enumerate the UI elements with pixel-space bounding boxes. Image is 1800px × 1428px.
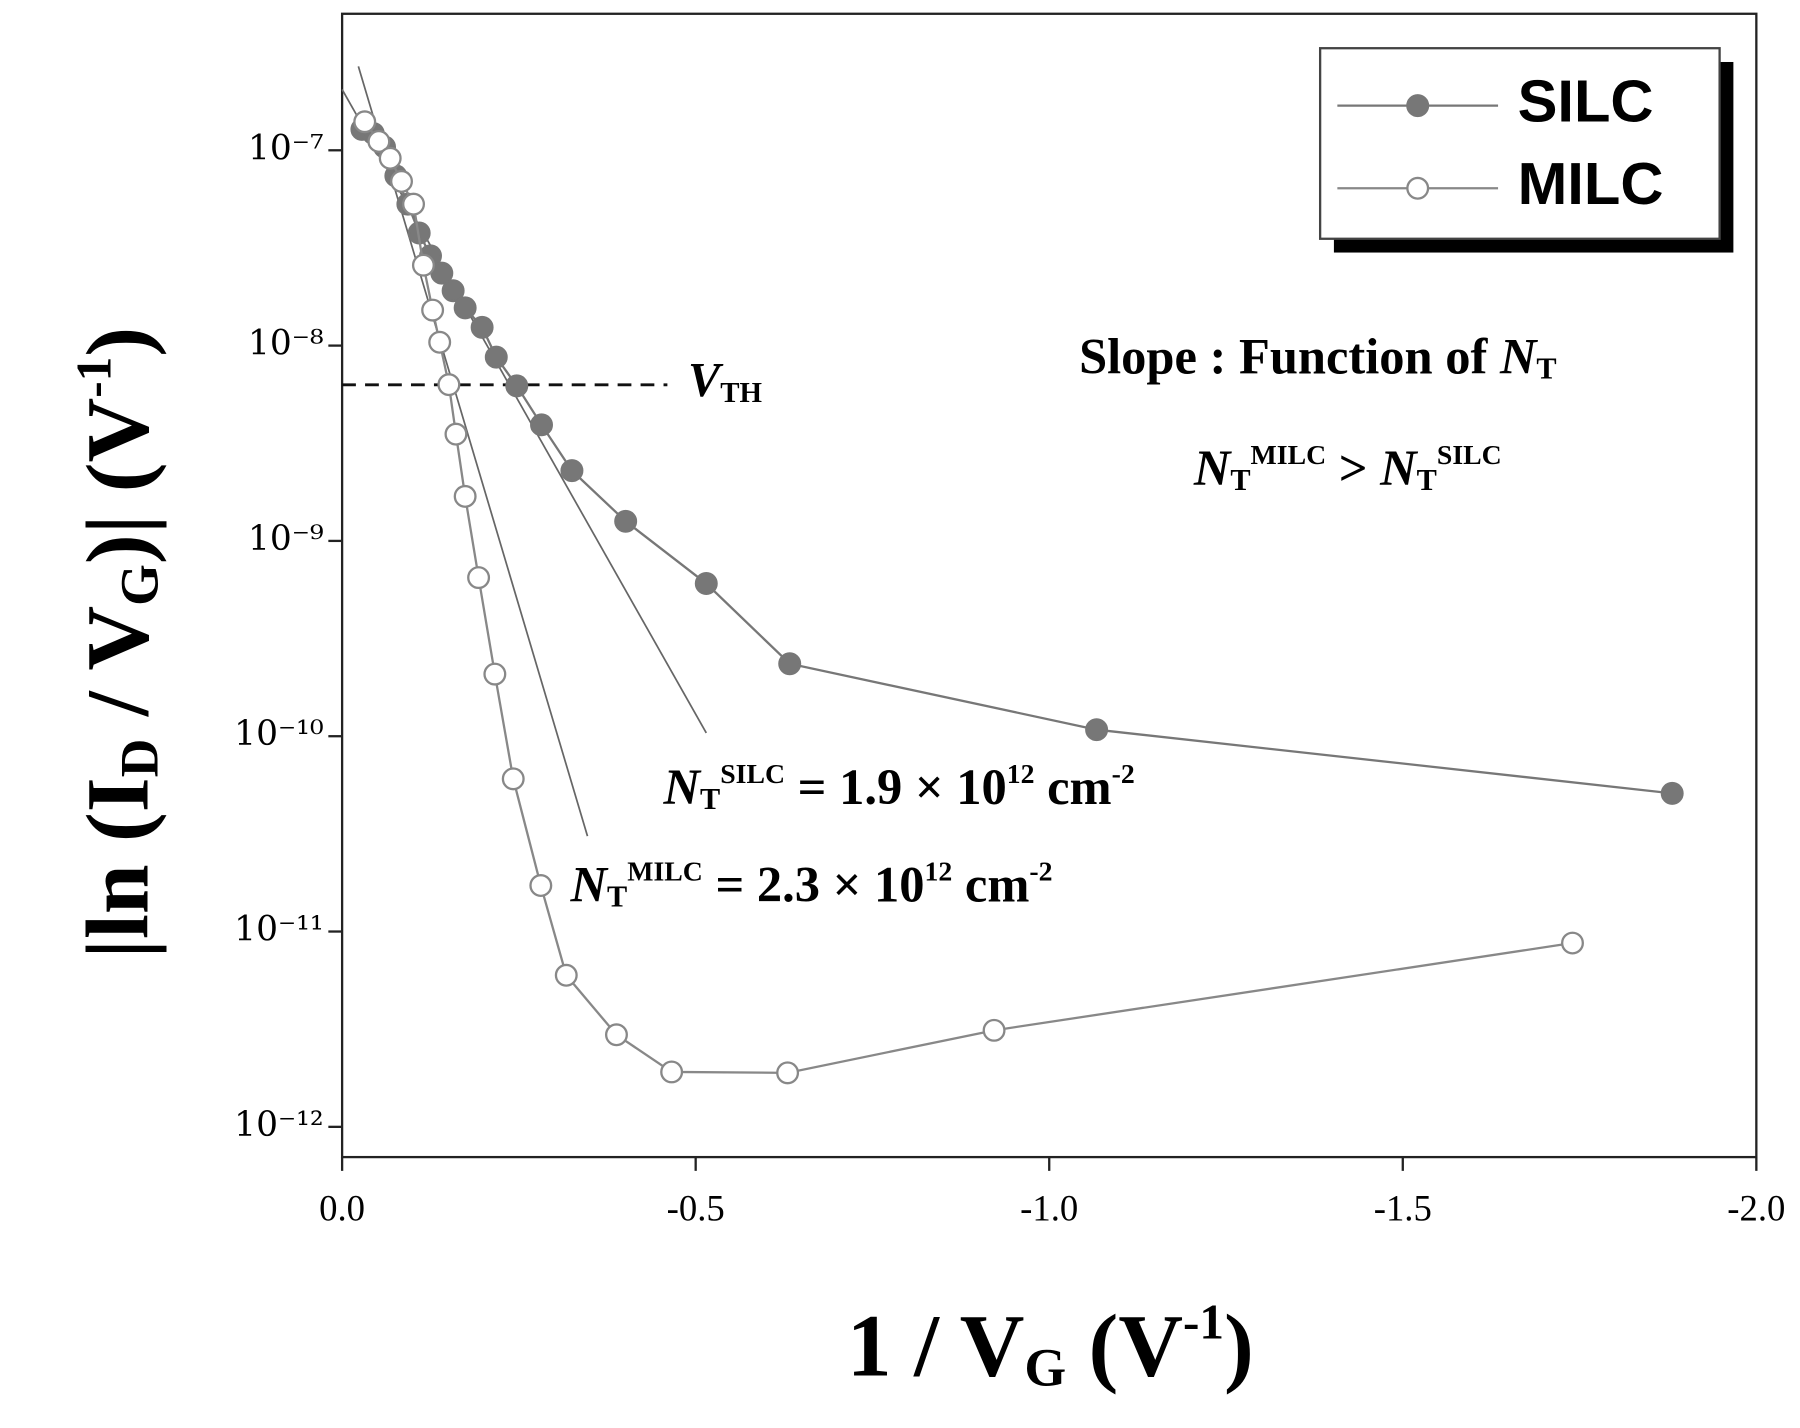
text-part: T: [607, 880, 627, 914]
text-part: 1 / V: [847, 1296, 1024, 1395]
data-point: [378, 146, 402, 170]
text-part: N: [1379, 440, 1418, 496]
annotation: NTMILC > NTSILC: [1193, 440, 1502, 498]
text-part: -2: [1029, 857, 1052, 888]
text-part: TH: [720, 377, 762, 409]
x-axis-label: 1 / VG (V-1): [847, 1295, 1254, 1398]
y-tick-label: 10⁻⁸: [248, 324, 324, 364]
data-point: [694, 572, 718, 596]
text-part: N: [1499, 328, 1538, 384]
data-point: [367, 129, 391, 153]
text-part: -2: [1112, 759, 1135, 790]
text-part: cm: [1035, 759, 1112, 815]
y-axis-label: |ln (ID / VG)| (V-1): [67, 327, 170, 959]
text-part: T: [1230, 463, 1250, 497]
text-part: N: [1193, 440, 1232, 496]
data-point: [353, 110, 377, 134]
data-point: [470, 315, 494, 339]
data-point: [1085, 718, 1109, 742]
data-point: [421, 298, 445, 322]
data-point: [428, 330, 452, 354]
data-point: [604, 1023, 628, 1047]
data-point: [660, 1060, 684, 1084]
data-point: [411, 253, 435, 277]
x-tick-label: -1.5: [1374, 1188, 1432, 1229]
text-part: MILC: [627, 857, 703, 888]
text-part: |ln (I: [68, 777, 167, 958]
text-part: D: [110, 739, 170, 778]
text-part: / V: [68, 606, 167, 739]
data-point: [467, 566, 491, 590]
data-point: [441, 279, 465, 303]
text-part: Slope : Function of: [1079, 328, 1500, 384]
fit-line: [357, 66, 589, 837]
data-point: [501, 767, 525, 791]
y-tick-label: 10⁻⁹: [248, 519, 324, 559]
y-tick-label: 10⁻⁷: [248, 128, 324, 168]
data-point: [444, 422, 468, 446]
data-point: [554, 963, 578, 987]
data-point: [1660, 781, 1684, 805]
text-part: ): [1224, 1296, 1254, 1395]
text-part: ): [68, 327, 167, 357]
text-part: SILC: [720, 759, 785, 790]
text-part: -1: [67, 357, 122, 398]
text-part: -1: [1183, 1295, 1224, 1350]
threshold-label: VTH: [688, 354, 762, 409]
text-part: = 1.9 × 10: [785, 759, 1007, 815]
data-point: [453, 484, 477, 508]
x-tick-label: -1.0: [1020, 1188, 1078, 1229]
text-part: cm: [952, 856, 1029, 912]
data-point: [529, 874, 553, 898]
legend-marker: [1406, 176, 1430, 200]
text-part: = 2.3 × 10: [703, 856, 925, 912]
text-part: V: [688, 354, 724, 407]
annotation: NTSILC = 1.9 × 1012 cm-2: [663, 759, 1135, 817]
data-point: [437, 373, 461, 397]
text-part: SILC: [1437, 440, 1502, 471]
text-part: N: [570, 856, 609, 912]
text-part: >: [1326, 440, 1380, 496]
y-tick-label: 10⁻¹¹: [234, 910, 324, 950]
text-part: G: [110, 564, 170, 606]
text-part: )| (V: [68, 398, 167, 564]
data-point: [483, 662, 507, 686]
x-tick-label: 0.0: [319, 1188, 365, 1229]
text-part: MILC: [1251, 440, 1327, 471]
data-point: [776, 1061, 800, 1085]
data-point: [402, 192, 426, 216]
annotation: Slope : Function of NT: [1079, 328, 1557, 386]
legend-box: [1318, 47, 1721, 240]
y-tick-label: 10⁻¹²: [234, 1105, 324, 1145]
x-tick-label: -2.0: [1727, 1188, 1785, 1229]
y-tick-label: 10⁻¹⁰: [234, 714, 324, 754]
text-part: T: [700, 783, 720, 817]
data-point: [484, 345, 508, 369]
annotation: NTMILC = 2.3 × 1012 cm-2: [570, 856, 1053, 914]
legend-label: MILC: [1518, 150, 1664, 217]
data-point: [1561, 931, 1584, 955]
data-point: [505, 374, 529, 398]
data-point: [390, 169, 413, 193]
text-part: G: [1024, 1338, 1066, 1398]
text-part: 12: [1007, 759, 1035, 790]
text-part: T: [1536, 352, 1556, 386]
data-point: [614, 509, 638, 533]
data-point: [560, 459, 584, 483]
text-part: N: [663, 759, 702, 815]
legend-label: SILC: [1518, 67, 1654, 134]
x-tick-label: -0.5: [667, 1188, 725, 1229]
data-point: [778, 652, 802, 676]
text-part: (V: [1066, 1296, 1183, 1395]
legend-marker: [1406, 94, 1430, 118]
text-part: T: [1417, 463, 1437, 497]
text-part: 12: [925, 857, 953, 888]
data-point: [453, 296, 477, 320]
data-point: [530, 413, 554, 437]
data-point: [982, 1018, 1006, 1042]
